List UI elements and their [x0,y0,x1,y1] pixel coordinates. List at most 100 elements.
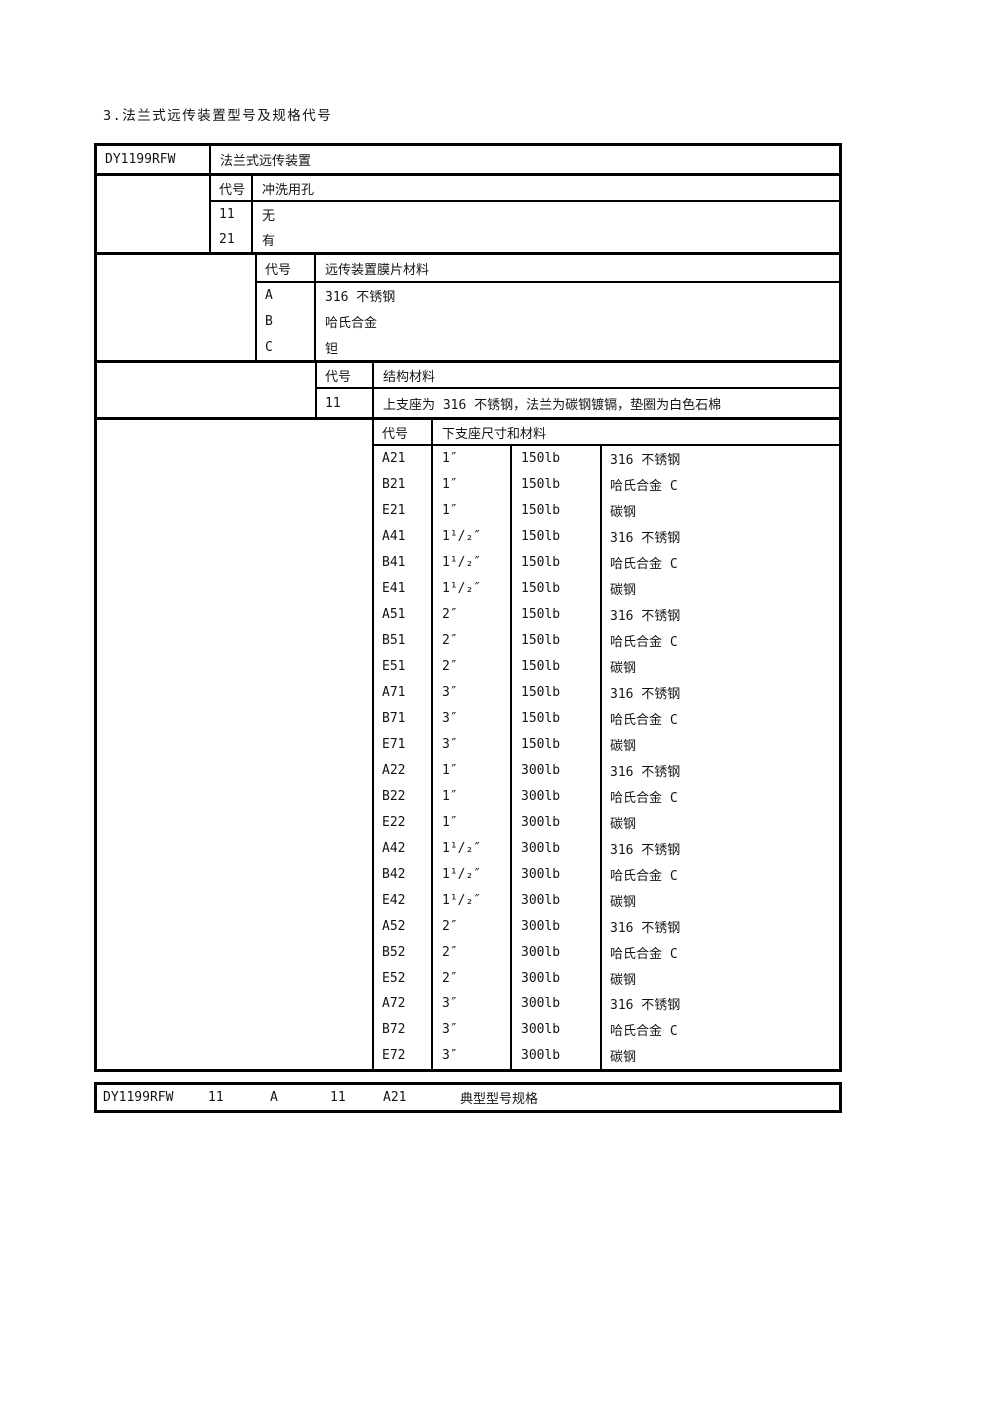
spec-row: E72 3″ 300lb 碳钢 [374,1042,839,1069]
spec-size: 1¹/₂″ [433,575,512,602]
spec-row: A52 2″ 300lb 316 不锈钢 [374,913,839,940]
spec-rating: 300lb [512,835,602,862]
section-diaphragm-material: 代号 远传装置膜片材料 A 316 不锈钢 B 哈氏合金 [97,255,839,363]
spec-row: E71 3″ 150lb 碳钢 [374,731,839,758]
model-code-table: DY1199RFW 法兰式远传装置 代号 冲洗用孔 11 无 [94,143,842,1072]
option-row: 11 上支座为 316 不锈钢，法兰为碳钢镀镉，垫圈为白色石棉 [317,389,839,417]
spec-material: 哈氏合金 C [610,557,678,573]
option-code: 11 [211,202,253,227]
spec-code: E22 [374,809,433,836]
spec-material: 哈氏合金 C [610,713,678,728]
spec-rating: 150lb [512,653,602,680]
option-label: 上支座为 316 不锈钢，法兰为碳钢镀镉，垫圈为白色石棉 [383,397,722,413]
spec-row: A51 2″ 150lb 316 不锈钢 [374,601,839,628]
model-label: 法兰式远传装置 [220,154,312,169]
spec-rating: 150lb [512,471,602,498]
spec-row: E51 2″ 150lb 碳钢 [374,653,839,680]
option-code: A [257,283,316,309]
spec-size: 2″ [433,913,512,940]
spec-row: A21 1″ 150lb 316 不锈钢 [374,446,839,472]
code-header: 代号 [257,255,316,281]
spec-code: B21 [374,471,433,498]
spec-row: B52 2″ 300lb 哈氏合金 C [374,939,839,966]
example-flush-code: 11 [208,1090,224,1105]
spec-rating: 150lb [512,627,602,654]
option-row: C 钽 [257,334,839,361]
spec-row: B22 1″ 300lb 哈氏合金 C [374,783,839,810]
spec-material: 哈氏合金 C [610,479,678,495]
spec-material: 316 不锈钢 [610,920,681,936]
section-structure-material: 代号 结构材料 11 上支座为 316 不锈钢，法兰为碳钢镀镉，垫圈为白色石棉 [97,363,839,420]
option-label: 316 不锈钢 [325,290,396,306]
example-label: 典型型号规格 [460,1092,539,1107]
spec-code: A41 [374,523,433,550]
spec-size: 3″ [433,705,512,732]
diaphragm-header: 代号 远传装置膜片材料 [257,255,839,283]
lower-support-title: 下支座尺寸和材料 [442,426,547,442]
spec-rating: 300lb [512,1042,602,1069]
spec-rating: 150lb [512,549,602,576]
spec-row: B42 1¹/₂″ 300lb 哈氏合金 C [374,861,839,888]
spec-code: B42 [374,861,433,888]
spec-row: B51 2″ 150lb 哈氏合金 C [374,627,839,654]
spec-material: 碳钢 [610,661,637,677]
spec-size: 1″ [433,757,512,784]
spec-material: 316 不锈钢 [610,998,681,1014]
spec-code: B51 [374,627,433,654]
spec-size: 1″ [433,471,512,498]
spec-rating: 300lb [512,939,602,966]
spec-rating: 300lb [512,913,602,940]
option-row: B 哈氏合金 [257,308,839,335]
spec-code: A52 [374,913,433,940]
model-row: DY1199RFW 法兰式远传装置 [97,146,839,176]
spec-material: 碳钢 [610,738,637,754]
example-structure-code: 11 [330,1090,346,1105]
spec-size: 2″ [433,939,512,966]
spec-code: A22 [374,757,433,784]
spec-code: B52 [374,939,433,966]
spec-code: A42 [374,835,433,862]
spec-row: E52 2″ 300lb 碳钢 [374,965,839,992]
spec-size: 1″ [433,809,512,836]
spec-code: E42 [374,887,433,914]
structure-header: 代号 结构材料 [317,363,839,389]
option-label: 钽 [325,341,339,357]
code-header: 代号 [374,420,433,444]
spec-material: 哈氏合金 C [610,868,678,884]
spec-size: 1″ [433,783,512,810]
spec-code: E21 [374,497,433,524]
spec-size: 2″ [433,627,512,654]
spec-code: E72 [374,1042,433,1069]
spec-rating: 150lb [512,731,602,758]
flush-hole-options: 11 无 21 有 [211,202,839,252]
diaphragm-options: A 316 不锈钢 B 哈氏合金 C 钽 [257,283,839,361]
spec-row: B72 3″ 300lb 哈氏合金 C [374,1016,839,1043]
spec-row: B41 1¹/₂″ 150lb 哈氏合金 C [374,549,839,576]
spec-size: 1″ [433,446,512,472]
typical-model-table: DY1199RFW 11 A 11 A21 典型型号规格 [94,1082,842,1113]
spec-row: E42 1¹/₂″ 300lb 碳钢 [374,887,839,914]
structure-title: 结构材料 [383,369,436,385]
option-code: 21 [211,227,253,252]
spec-code: B72 [374,1016,433,1043]
spec-row: A71 3″ 150lb 316 不锈钢 [374,679,839,706]
diaphragm-title: 远传装置膜片材料 [325,262,430,278]
spec-row: E41 1¹/₂″ 150lb 碳钢 [374,575,839,602]
spec-row: A72 3″ 300lb 316 不锈钢 [374,991,839,1017]
section-lower-support: 代号 下支座尺寸和材料 A21 1″ 150lb 316 不锈钢 [97,420,839,1069]
spec-row: A22 1″ 300lb 316 不锈钢 [374,757,839,784]
spec-size: 3″ [433,1042,512,1069]
spec-material: 哈氏合金 C [610,790,678,806]
spec-rating: 300lb [512,991,602,1017]
spec-size: 1¹/₂″ [433,523,512,550]
spec-code: E41 [374,575,433,602]
spec-material: 碳钢 [610,972,637,988]
option-row: 11 无 [211,202,839,227]
option-row: A 316 不锈钢 [257,283,839,309]
spec-material: 316 不锈钢 [610,453,681,469]
example-model: DY1199RFW [103,1090,174,1105]
spec-size: 2″ [433,601,512,628]
structure-options: 11 上支座为 316 不锈钢，法兰为碳钢镀镉，垫圈为白色石棉 [317,389,839,417]
spec-row: A41 1¹/₂″ 150lb 316 不锈钢 [374,523,839,550]
